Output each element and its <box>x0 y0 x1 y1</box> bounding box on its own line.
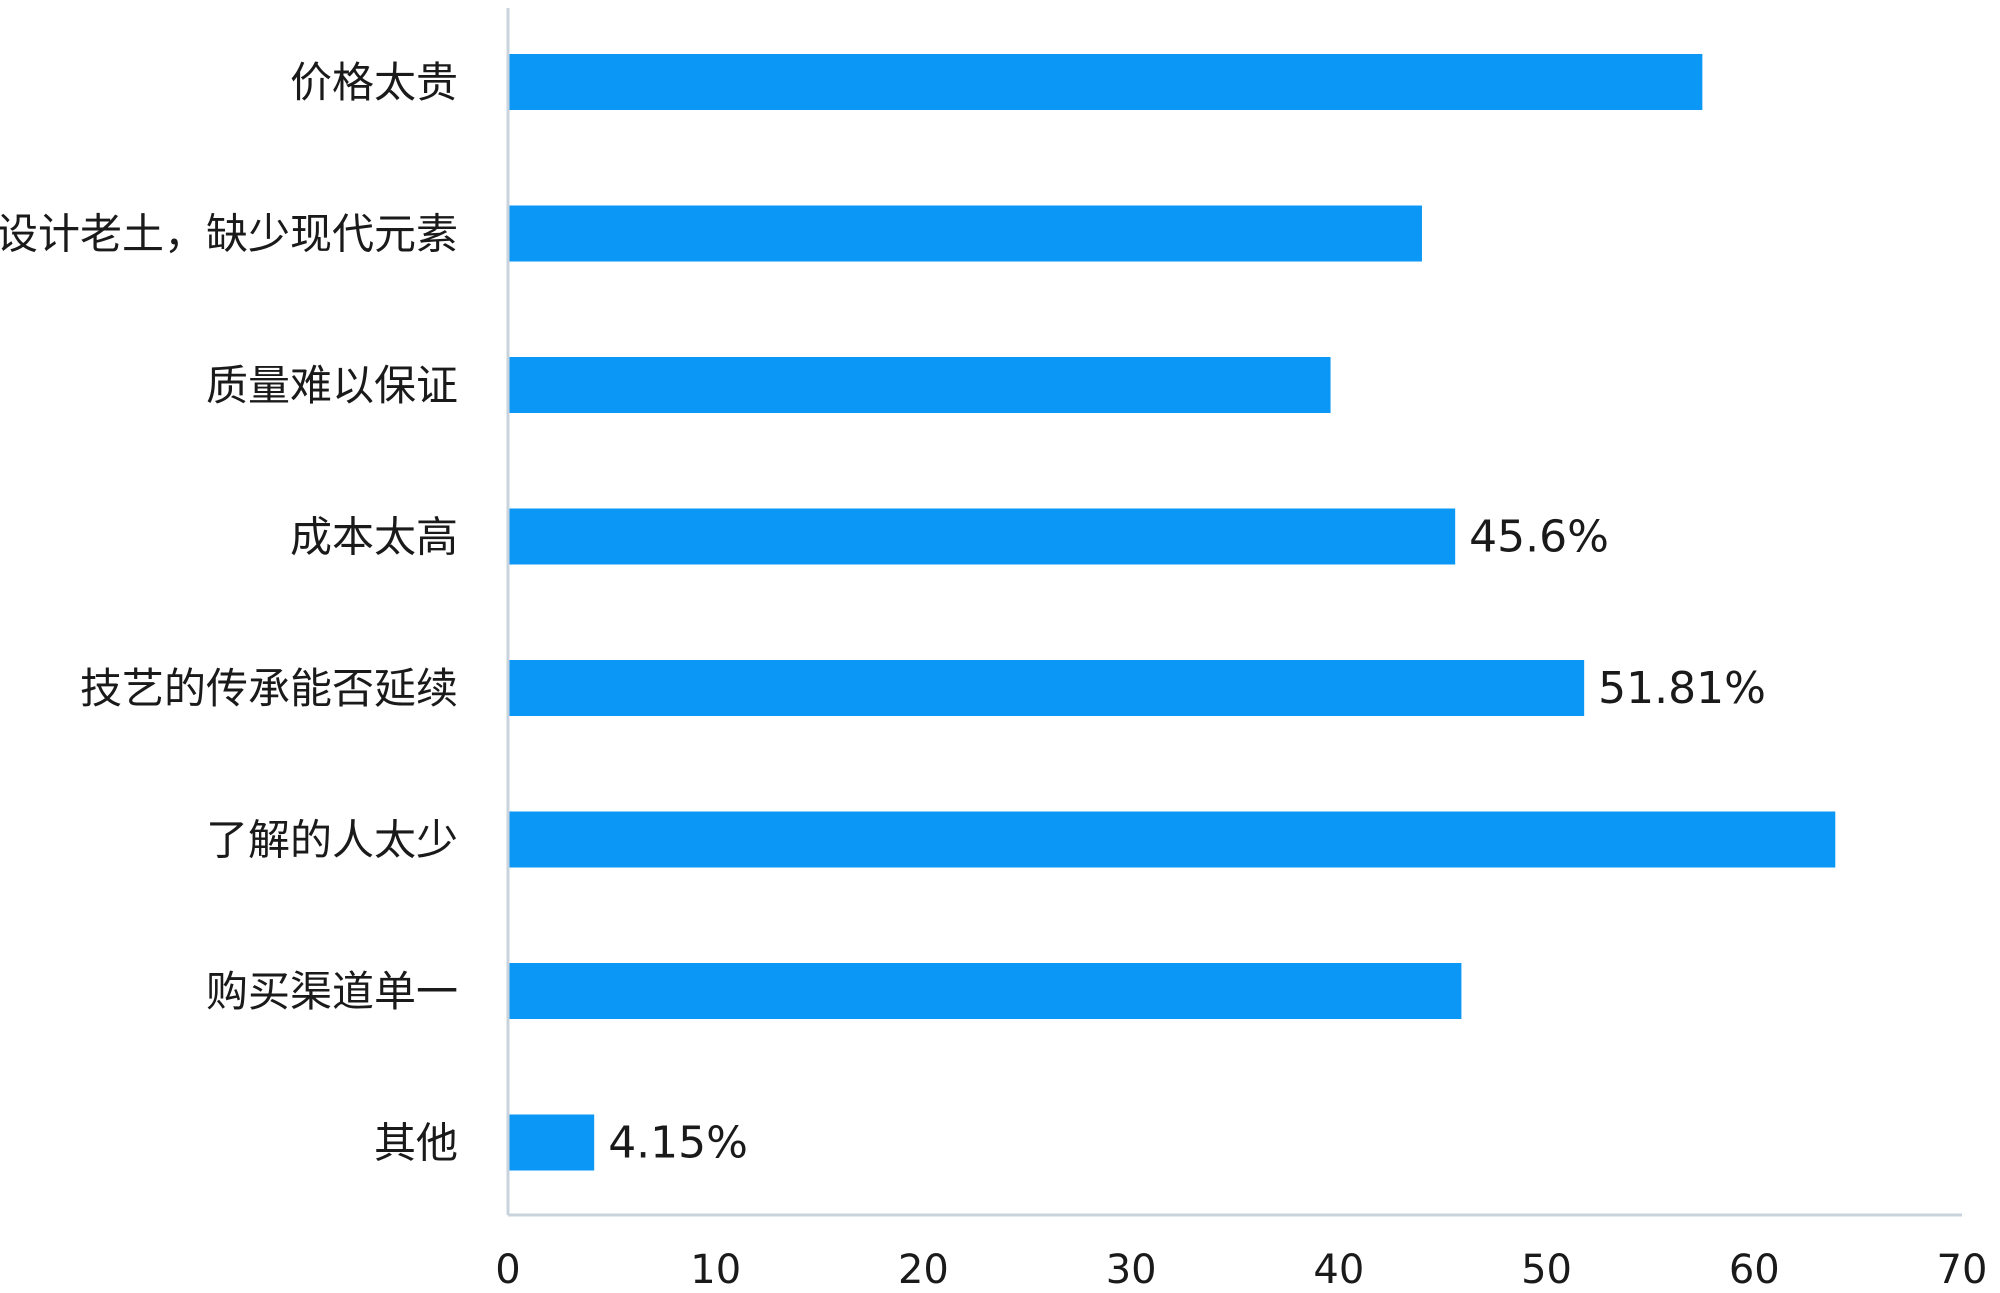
data-label-3: 45.6% <box>1469 512 1609 563</box>
bar-4 <box>508 660 1585 716</box>
x-tick-label-0: 0 <box>495 1247 520 1293</box>
bar-1 <box>508 205 1422 262</box>
category-label-5: 了解的人太少 <box>206 816 458 865</box>
x-axis-ticks: 0 10 20 30 40 50 60 70 <box>495 1247 1987 1293</box>
x-tick-label-3: 30 <box>1106 1247 1157 1293</box>
category-label-4: 技艺的传承能否延续 <box>80 664 458 713</box>
data-label-7: 4.15% <box>608 1118 748 1169</box>
x-tick-label-5: 50 <box>1521 1247 1572 1293</box>
x-tick-label-6: 60 <box>1729 1247 1780 1293</box>
category-label-0: 价格太贵 <box>290 58 458 107</box>
bar-3 <box>508 508 1456 565</box>
category-label-3: 成本太高 <box>290 513 458 562</box>
category-labels: 价格太贵设计老土，缺少现代元素质量难以保证成本太高技艺的传承能否延续了解的人太少… <box>0 58 458 1168</box>
category-label-6: 购买渠道单一 <box>206 967 458 1016</box>
x-tick-label-7: 70 <box>1937 1247 1988 1293</box>
bars-layer <box>508 54 1836 1171</box>
x-tick-label-2: 20 <box>898 1247 949 1293</box>
bar-2 <box>508 357 1331 413</box>
category-label-2: 质量难以保证 <box>206 361 458 410</box>
bar-0 <box>508 54 1703 110</box>
bar-7 <box>508 1114 595 1171</box>
x-tick-label-1: 10 <box>690 1247 741 1293</box>
x-tick-label-4: 40 <box>1313 1247 1364 1293</box>
bar-5 <box>508 811 1836 868</box>
category-label-7: 其他 <box>374 1119 458 1168</box>
data-label-4: 51.81% <box>1598 663 1766 714</box>
bar-6 <box>508 963 1462 1019</box>
category-label-1: 设计老土，缺少现代元素 <box>0 210 458 259</box>
data-labels: 45.6% 51.81% 4.15% <box>608 512 1766 1169</box>
